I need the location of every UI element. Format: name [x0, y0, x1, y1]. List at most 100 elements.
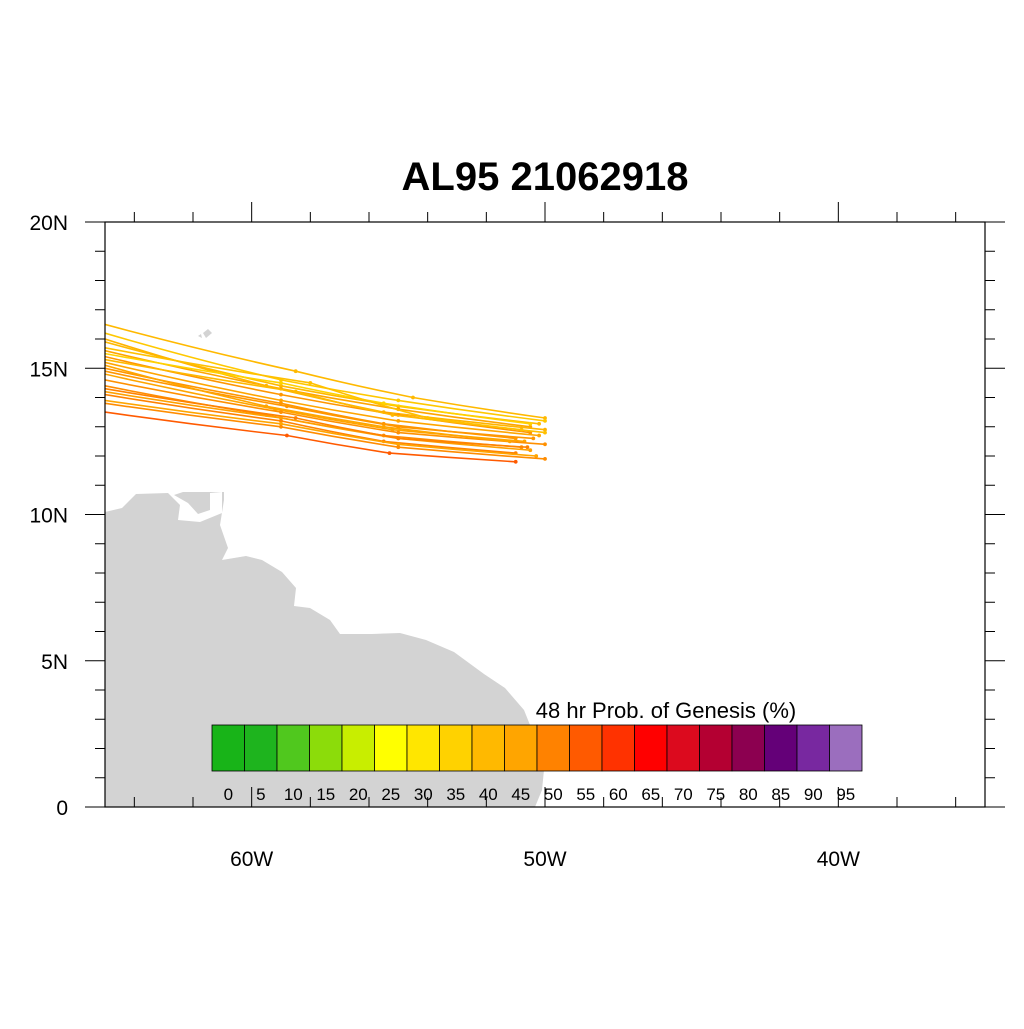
- colorbar-bin-label: 55: [576, 785, 595, 804]
- track-point: [279, 410, 283, 414]
- colorbar-bin-label: 10: [284, 785, 303, 804]
- track-point: [279, 416, 283, 420]
- colorbar-bin: [601, 724, 635, 772]
- colorbar-bin: [764, 724, 798, 772]
- track-point: [279, 424, 283, 429]
- colorbar-bin-label: 40: [479, 785, 498, 804]
- colorbar-bin: [634, 724, 668, 772]
- storm-track-16: [105, 411, 516, 463]
- storm-track-7: [105, 361, 540, 437]
- colorbar-bin: [406, 724, 440, 772]
- storm-track-10: [105, 379, 546, 446]
- track-point: [543, 419, 547, 423]
- colorbar-bin-label: 35: [446, 785, 465, 804]
- colorbar-bin: [666, 724, 700, 772]
- track-point: [528, 448, 533, 453]
- track-point: [396, 398, 401, 403]
- track-point: [279, 421, 283, 426]
- track-point: [425, 416, 430, 420]
- colorbar-bin-label: 85: [771, 785, 790, 804]
- storm-track-18: [105, 358, 522, 431]
- track-point: [396, 436, 401, 441]
- colorbar-bin: [309, 724, 343, 772]
- storm-track-14: [105, 399, 537, 457]
- colorbar-bin-label: 50: [544, 785, 563, 804]
- y-tick-label: 20N: [29, 212, 68, 235]
- track-point: [279, 398, 283, 403]
- track-point: [387, 451, 392, 455]
- track-point: [381, 424, 386, 429]
- track-ensemble: [105, 323, 547, 464]
- x-tick-label: 40W: [817, 848, 860, 871]
- storm-track-19: [105, 370, 534, 440]
- x-tick-label: 60W: [230, 848, 273, 871]
- track-point: [293, 389, 298, 394]
- track-point: [531, 436, 536, 441]
- track-point: [528, 421, 533, 426]
- colorbar-bin: [471, 724, 505, 772]
- colorbar-bin: [731, 724, 765, 772]
- y-tick-label: 5N: [41, 651, 68, 674]
- colorbar-bin-label: 25: [381, 785, 400, 804]
- track-point: [543, 416, 547, 420]
- colorbar-bin-label: 70: [674, 785, 693, 804]
- track-point: [543, 430, 547, 435]
- colorbar-bin-label: 65: [641, 785, 660, 804]
- probability-colorbar: 48 hr Prob. of Genesis (%) 0 5 10 15 20 25 30 3…: [211, 698, 863, 804]
- track-point: [279, 383, 283, 388]
- colorbar-bin: [829, 724, 863, 772]
- storm-track-17: [105, 352, 531, 425]
- axis-ticks: 60W 50W 40W 0 5N 10N 15N 20N: [29, 202, 1005, 871]
- track-point: [396, 419, 401, 423]
- colorbar-bin: [504, 724, 538, 772]
- colorbar-bin: [276, 724, 310, 772]
- y-tick-label: 15N: [29, 358, 68, 381]
- x-tick-label: 50W: [523, 848, 566, 871]
- track-point: [507, 439, 512, 444]
- track-point: [537, 421, 541, 426]
- storm-track-22: [105, 347, 546, 434]
- storm-track-2: [105, 332, 546, 422]
- colorbar-bin: [439, 724, 473, 772]
- track-point: [396, 442, 401, 447]
- y-tick-label: 10N: [29, 505, 68, 528]
- colorbar-bin: [796, 724, 830, 772]
- colorbar-bin-label: 75: [706, 785, 725, 804]
- track-point: [264, 404, 269, 409]
- map-title: AL95 21062918: [402, 155, 689, 199]
- track-point: [279, 419, 283, 423]
- storm-track-12: [105, 390, 531, 451]
- track-point: [381, 401, 386, 406]
- storm-track-21: [105, 387, 528, 448]
- caribbean-island: [203, 329, 212, 338]
- colorbar-bin: [374, 724, 408, 772]
- colorbar-bin: [211, 724, 245, 772]
- storm-track-4: [105, 349, 531, 428]
- colorbar-bin-label: 15: [316, 785, 335, 804]
- colorbar-bin-label: 95: [836, 785, 855, 804]
- colorbar-bin-label: 30: [414, 785, 433, 804]
- track-point: [279, 401, 283, 406]
- colorbar-bin-label: 20: [349, 785, 368, 804]
- storm-track-1: [105, 323, 546, 419]
- colorbar-bin: [244, 724, 278, 772]
- track-point: [279, 381, 283, 385]
- track-point: [525, 445, 530, 450]
- track-point: [543, 457, 547, 461]
- colorbar-bin: [569, 724, 603, 772]
- colorbar-bin: [536, 724, 570, 772]
- colorbar-bin-label: 45: [511, 785, 530, 804]
- track-point: [513, 459, 518, 464]
- colorbar-bin-label: 80: [739, 785, 758, 804]
- track-point: [396, 430, 401, 435]
- colorbar-bin-label: 90: [804, 785, 823, 804]
- colorbar-bin-label: 60: [609, 785, 628, 804]
- y-tick-label: 0: [56, 797, 68, 820]
- track-point: [534, 454, 539, 458]
- colorbar-bin-label: 5: [256, 785, 265, 804]
- track-point: [285, 433, 289, 438]
- track-point: [293, 416, 298, 420]
- track-point: [285, 404, 289, 409]
